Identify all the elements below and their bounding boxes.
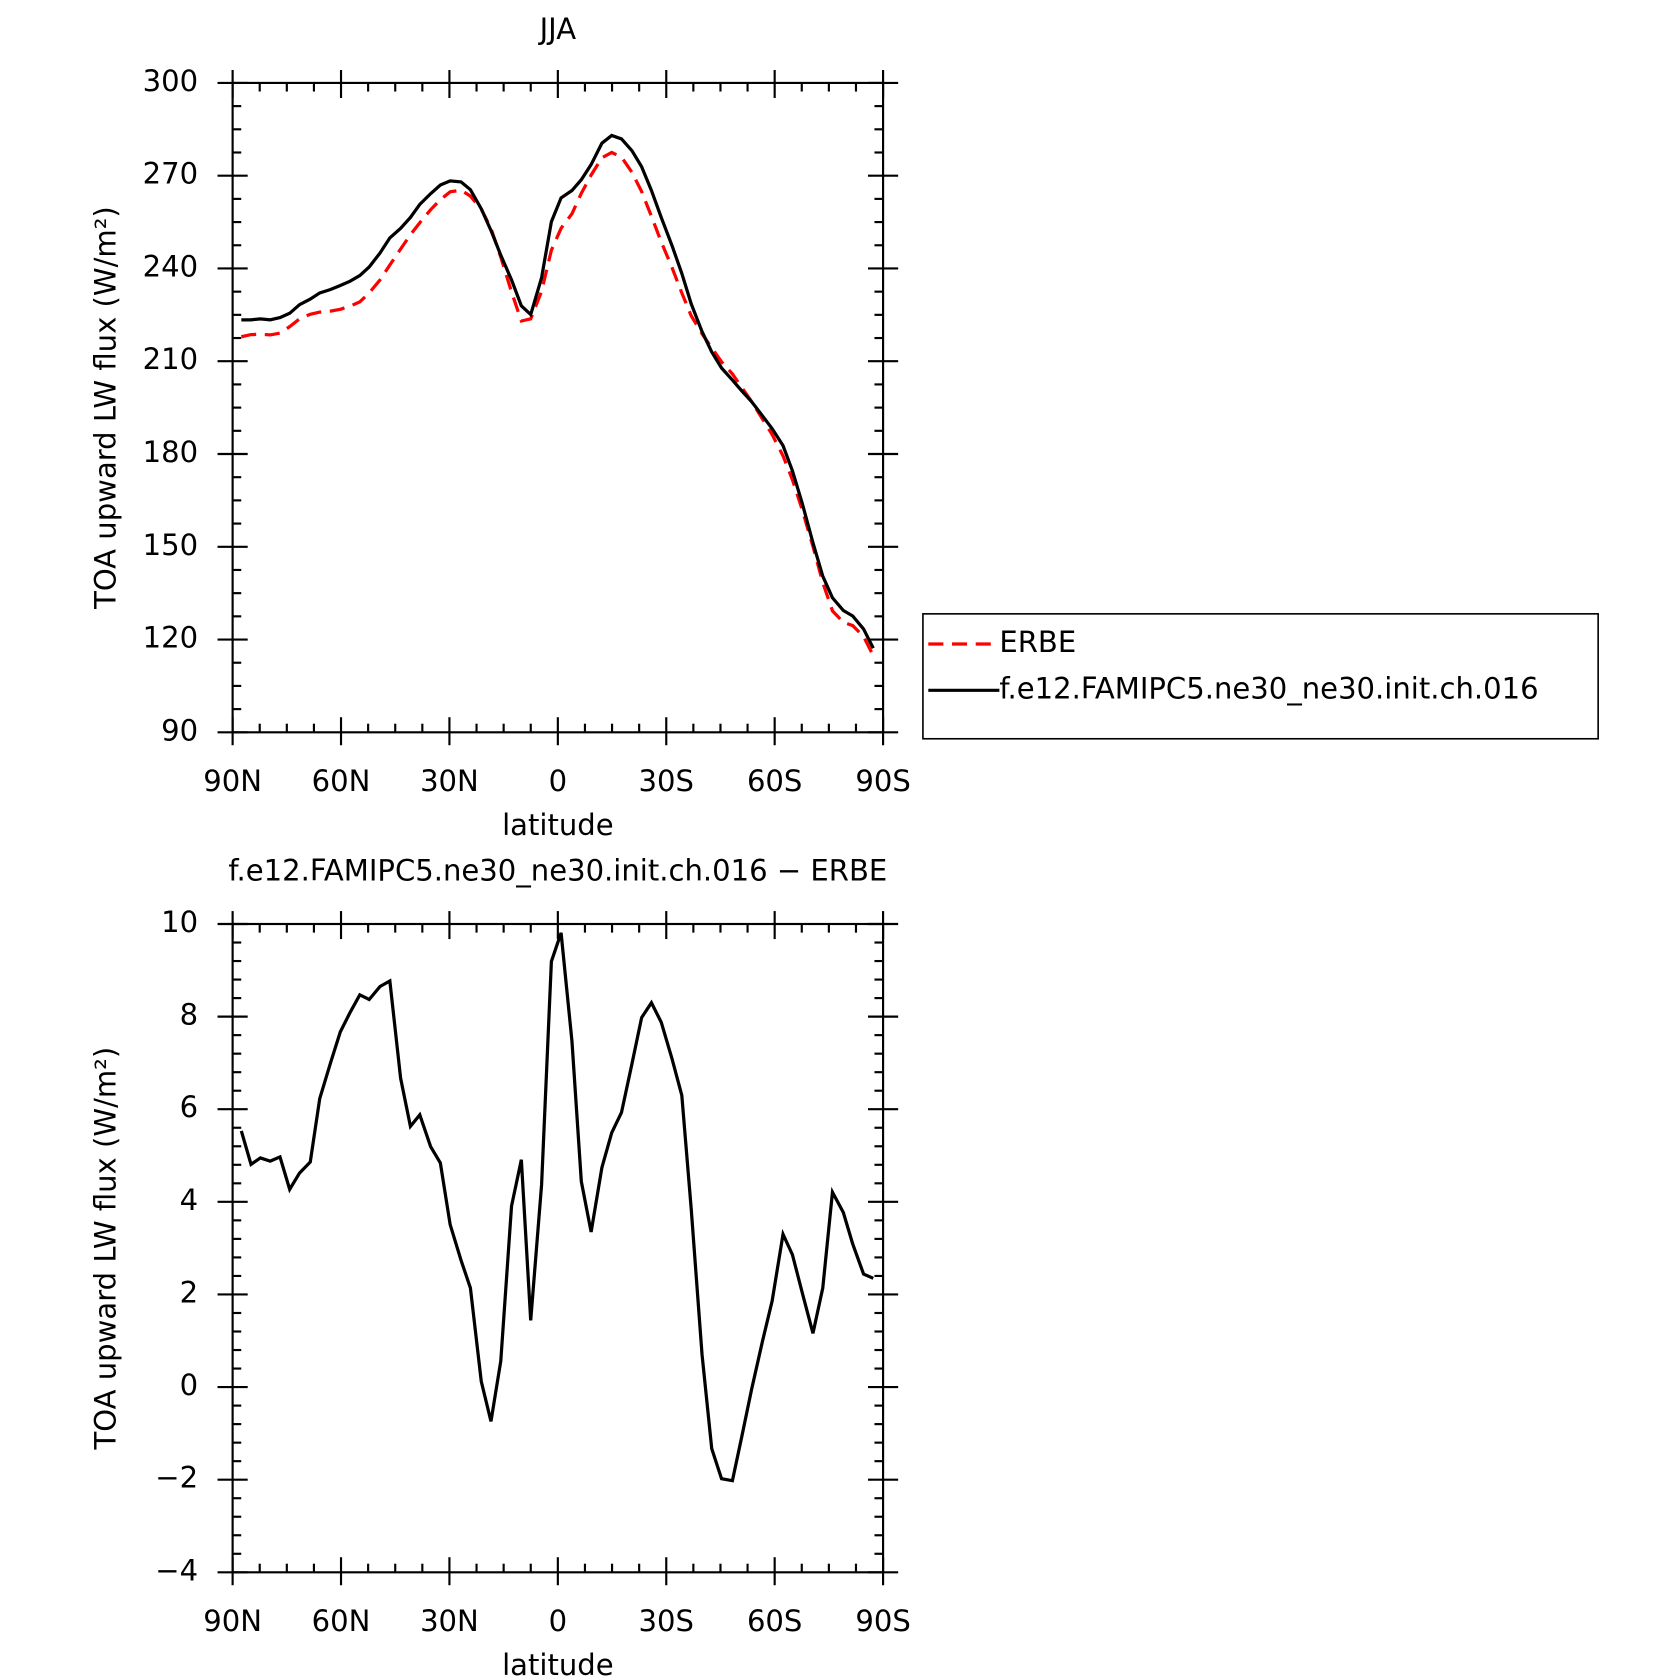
plot: f.e12.FAMIPC5.ne30_ne30.init.ch.016 − ER… (89, 853, 911, 1680)
chart-title: f.e12.FAMIPC5.ne30_ne30.init.ch.016 − ER… (228, 853, 887, 887)
y-tick-label: 8 (180, 998, 199, 1032)
plot-frame (231, 922, 885, 1574)
data-line (241, 133, 875, 649)
legend: ERBE f.e12.FAMIPC5.ne30_ne30.init.ch.016 (922, 613, 1599, 740)
x-tick-label: 30N (420, 1604, 479, 1638)
x-tick-label: 30N (420, 764, 479, 798)
y-tick-label: 4 (180, 1183, 199, 1217)
y-tick-label: 300 (143, 64, 198, 98)
legend-label: f.e12.FAMIPC5.ne30_ne30.init.ch.016 (999, 671, 1538, 705)
y-axis-label: TOA upward LW flux (W/m²) (89, 1047, 123, 1451)
x-tick-label: 90N (203, 764, 262, 798)
y-tick-label: 180 (143, 435, 198, 469)
data-line (240, 150, 875, 657)
x-tick-label: 60N (312, 1604, 371, 1638)
y-tick-label: 240 (143, 249, 198, 283)
x-tick-label: 0 (549, 1604, 568, 1638)
x-tick-label: 0 (549, 764, 568, 798)
x-tick-label: 30S (639, 1604, 694, 1638)
y-tick-label: 120 (143, 621, 198, 655)
chart-title: JJA (538, 12, 577, 46)
y-tick-label: 270 (143, 157, 198, 191)
x-tick-label: 30S (639, 764, 694, 798)
x-tick-label: 90S (855, 1604, 910, 1638)
y-tick-label: 150 (143, 528, 198, 562)
legend-box (922, 613, 1599, 740)
y-axis-label: TOA upward LW flux (W/m²) (89, 206, 123, 610)
y-tick-label: −4 (155, 1553, 198, 1587)
x-tick-label: 60S (747, 764, 802, 798)
x-axis-label: latitude (502, 1648, 614, 1680)
plot-frame (231, 81, 885, 734)
y-tick-label: 6 (180, 1090, 199, 1124)
x-tick-label: 60S (747, 1604, 802, 1638)
y-tick-label: 210 (143, 342, 198, 376)
plot: JJA latitude TOA upward LW flux (W/m²) 90N 6… (89, 12, 1599, 842)
legend-label: ERBE (999, 625, 1076, 659)
x-tick-label: 90S (855, 764, 910, 798)
y-tick-label: 90 (161, 713, 198, 747)
y-tick-label: 10 (161, 905, 198, 939)
y-tick-label: 0 (180, 1368, 199, 1402)
x-tick-label: 90N (203, 1604, 262, 1638)
y-tick-label: −2 (155, 1461, 198, 1495)
x-axis-label: latitude (502, 808, 614, 842)
y-tick-label: 2 (180, 1275, 199, 1309)
x-tick-label: 60N (312, 764, 371, 798)
data-line (239, 932, 874, 1483)
